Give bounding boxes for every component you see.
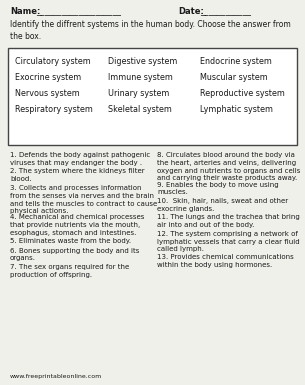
Text: Circulatory system: Circulatory system xyxy=(15,57,91,66)
Text: Muscular system: Muscular system xyxy=(200,73,268,82)
Text: 13. Provides chemical communications
within the body using hormones.: 13. Provides chemical communications wit… xyxy=(157,254,294,268)
Text: 8. Circulates blood around the body via
the heart, arteries and veins, deliverin: 8. Circulates blood around the body via … xyxy=(157,152,300,181)
Text: Reproductive system: Reproductive system xyxy=(200,89,285,98)
Text: Lymphatic system: Lymphatic system xyxy=(200,105,273,114)
Text: Nervous system: Nervous system xyxy=(15,89,80,98)
Text: 6. Bones supporting the body and its
organs.: 6. Bones supporting the body and its org… xyxy=(10,248,139,261)
FancyBboxPatch shape xyxy=(8,48,297,145)
Text: 5. Eliminates waste from the body.: 5. Eliminates waste from the body. xyxy=(10,238,131,243)
Text: Name:: Name: xyxy=(10,7,40,16)
Text: 3. Collects and processes information
from the senses via nerves and the brain
a: 3. Collects and processes information fr… xyxy=(10,185,157,214)
Text: 7. The sex organs required for the
production of offspring.: 7. The sex organs required for the produ… xyxy=(10,264,129,278)
Text: Endocrine system: Endocrine system xyxy=(200,57,272,66)
Text: Respiratory system: Respiratory system xyxy=(15,105,93,114)
Text: 4. Mechanical and chemical processes
that provide nutrients via the mouth,
esoph: 4. Mechanical and chemical processes tha… xyxy=(10,214,144,236)
Text: Urinary system: Urinary system xyxy=(108,89,169,98)
Text: 11. The lungs and the trachea that bring
air into and out of the body.: 11. The lungs and the trachea that bring… xyxy=(157,214,300,228)
Text: 9. Enables the body to move using
muscles.: 9. Enables the body to move using muscle… xyxy=(157,181,279,195)
Text: ____________________: ____________________ xyxy=(36,7,121,16)
Text: Date:: Date: xyxy=(178,7,204,16)
Text: 2. The system where the kidneys filter
blood.: 2. The system where the kidneys filter b… xyxy=(10,169,145,182)
Text: Skeletal system: Skeletal system xyxy=(108,105,172,114)
Text: ____________: ____________ xyxy=(200,7,251,16)
Text: Identify the diffrent systems in the human body. Choose the answer from
the box.: Identify the diffrent systems in the hum… xyxy=(10,20,291,41)
Text: 1. Defends the body against pathogenic
viruses that may endanger the body .: 1. Defends the body against pathogenic v… xyxy=(10,152,150,166)
Text: www.freeprintableonline.com: www.freeprintableonline.com xyxy=(10,374,102,379)
Text: Immune system: Immune system xyxy=(108,73,173,82)
Text: Exocrine system: Exocrine system xyxy=(15,73,81,82)
Text: 10.  Skin, hair, nails, sweat and other
exocrine glands.: 10. Skin, hair, nails, sweat and other e… xyxy=(157,198,288,212)
Text: Digestive system: Digestive system xyxy=(108,57,178,66)
Text: 12. The system comprising a network of
lymphatic vessels that carry a clear flui: 12. The system comprising a network of l… xyxy=(157,231,300,253)
